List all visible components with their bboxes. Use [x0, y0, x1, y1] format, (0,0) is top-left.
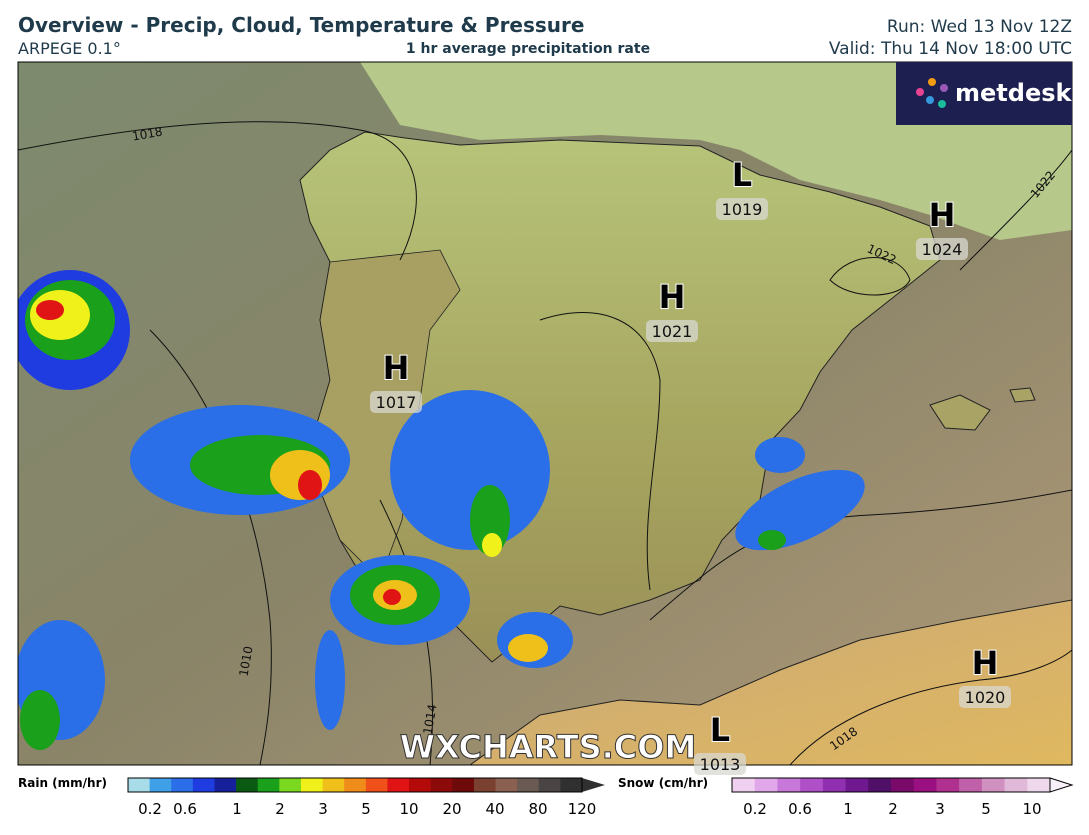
snow-tick-label: 10	[1022, 800, 1041, 818]
snow-tick-label: 5	[981, 800, 991, 818]
rain-swatch	[149, 778, 172, 792]
pressure-label-box	[694, 753, 746, 775]
pressure-label-box	[959, 686, 1011, 708]
snow-tick-label: 3	[935, 800, 945, 818]
precipitation	[18, 270, 865, 750]
map-area	[18, 62, 1072, 765]
pressure-letter: H	[972, 644, 999, 682]
rain-swatch	[409, 778, 432, 792]
france	[360, 62, 1072, 240]
snow-swatch	[732, 778, 756, 792]
rain-swatch	[171, 778, 194, 792]
portugal	[311, 249, 461, 581]
pressure-value: 1019	[722, 200, 763, 219]
logo-text: metdesk	[955, 79, 1073, 107]
rain-tick-label: 10	[399, 800, 418, 818]
pressure-value: 1021	[652, 322, 693, 341]
rain-swatch	[214, 778, 237, 792]
rain-swatch	[322, 778, 345, 792]
snow-swatch	[845, 778, 869, 792]
rain-swatch	[387, 778, 410, 792]
rain-bar-frame	[127, 777, 583, 793]
pressure-letter: L	[710, 711, 730, 749]
pressure-value: 1013	[700, 755, 741, 774]
valid-time: Valid: Thu 14 Nov 18:00 UTC	[829, 39, 1072, 59]
model: ARPEGE 0.1°	[18, 39, 121, 58]
rain-swatch	[430, 778, 453, 792]
snow-bar-frame	[731, 777, 1051, 793]
snow-tick-label: 0.2	[743, 800, 767, 818]
rain-tick-label: 5	[361, 800, 371, 818]
pressure-value: 1017	[376, 393, 417, 412]
snow-swatch	[800, 778, 824, 792]
rain-swatch	[560, 778, 583, 792]
snow-bar-arrow	[1049, 777, 1074, 793]
snow-swatch	[913, 778, 937, 792]
rain-legend-title: Rain (mm/hr)	[18, 776, 107, 790]
rain-tick-label: 3	[318, 800, 328, 818]
snow-swatch	[1027, 778, 1051, 792]
run-time: Run: Wed 13 Nov 12Z	[887, 17, 1072, 37]
logo-box	[896, 62, 1072, 125]
rain-tick-label: 120	[568, 800, 597, 818]
rain-swatch	[538, 778, 561, 792]
pressure-letter: H	[929, 196, 956, 234]
rain-swatch	[473, 778, 497, 792]
rain-tick-label: 80	[528, 800, 547, 818]
snow-swatch	[959, 778, 983, 792]
pressure-value: 1020	[965, 688, 1006, 707]
snow-swatch	[777, 778, 801, 792]
isobar-label: 1010	[237, 645, 256, 678]
logo-icon	[916, 78, 948, 108]
rain-swatch	[300, 778, 324, 792]
rain-tick-label: 40	[485, 800, 504, 818]
rain-swatch	[128, 778, 151, 792]
snow-swatch	[936, 778, 960, 792]
rain-swatch	[236, 778, 259, 792]
snow-swatch	[754, 778, 778, 792]
rain-tick-label: 0.6	[173, 800, 197, 818]
map-frame	[17, 61, 1073, 766]
menorca	[1009, 387, 1036, 403]
snow-swatch	[822, 778, 847, 792]
snow-swatch	[868, 778, 892, 792]
rain-swatch	[517, 778, 540, 792]
rain-swatch	[365, 778, 388, 792]
snow-swatch	[981, 778, 1006, 792]
mallorca	[929, 394, 991, 431]
rain-bar-arrow	[582, 778, 605, 792]
snow-swatch	[1004, 778, 1028, 792]
snow-tick-label: 1	[843, 800, 853, 818]
rain-tick-label: 20	[442, 800, 461, 818]
pressure-label-box	[716, 198, 768, 220]
title: Overview - Precip, Cloud, Temperature & …	[18, 13, 584, 37]
rain-swatch	[257, 778, 280, 792]
pressure-label-box	[646, 320, 698, 342]
watermark: WXCHARTS.COM	[400, 728, 697, 766]
pressure-label-box	[916, 238, 968, 260]
isobar-label: 1018	[131, 125, 164, 144]
rain-swatch	[192, 778, 215, 792]
rain-tick-label: 1	[232, 800, 242, 818]
north-africa	[469, 599, 1072, 765]
rain-swatch	[344, 778, 367, 792]
subtitle: 1 hr average precipitation rate	[406, 41, 650, 57]
pressure-value: 1024	[922, 240, 963, 259]
rain-tick-label: 0.2	[138, 800, 162, 818]
pressure-letter: H	[383, 349, 410, 387]
rain-swatch	[279, 778, 302, 792]
rain-tick-label: 2	[275, 800, 285, 818]
snow-tick-label: 0.6	[788, 800, 812, 818]
rain-swatch	[452, 778, 475, 792]
snow-legend-title: Snow (cm/hr)	[618, 776, 708, 790]
snow-tick-label: 2	[888, 800, 898, 818]
snow-swatch	[891, 778, 915, 792]
pressure-label-box	[370, 391, 422, 413]
pressure-letter: L	[732, 156, 752, 194]
isobar-label: 1014	[421, 703, 440, 736]
rain-swatch	[495, 778, 518, 792]
pressure-letter: H	[659, 278, 686, 316]
